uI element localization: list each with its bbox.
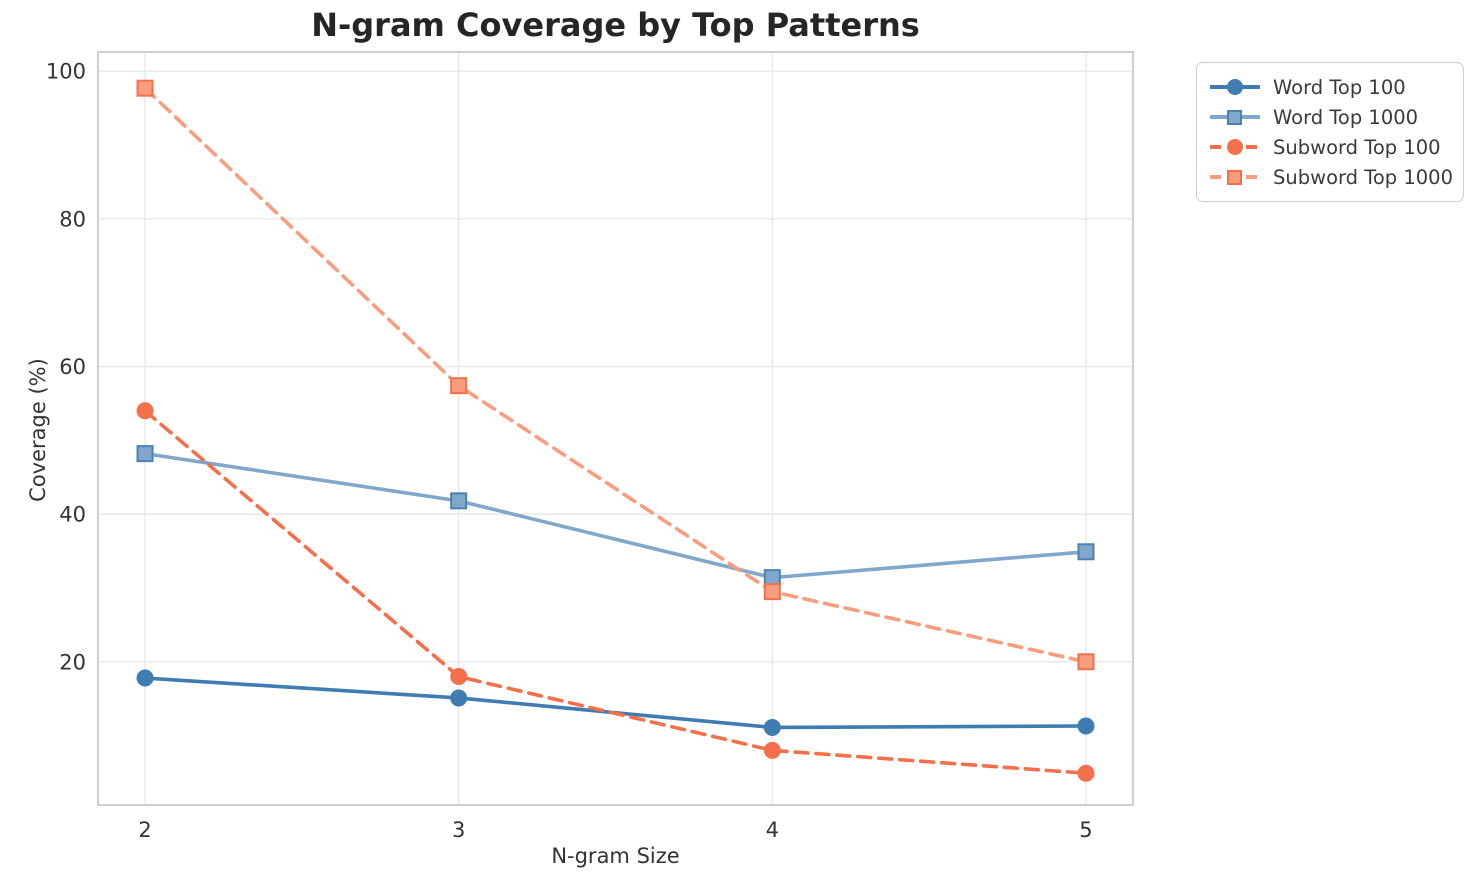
chart-title: N-gram Coverage by Top Patterns — [311, 6, 920, 44]
data-point-subword-top-100 — [763, 741, 781, 759]
data-point-subword-top-100 — [1077, 764, 1095, 782]
series-line-word-top-1000 — [143, 451, 1088, 580]
legend-swatch-subword-top-100 — [1210, 138, 1260, 156]
legend: Word Top 100 Word Top 1000 Subword Top 1… — [1196, 62, 1464, 202]
data-point-word-top-1000 — [136, 445, 154, 463]
x-tick-label: 3 — [452, 818, 465, 842]
y-tick-label: 80 — [59, 207, 86, 231]
legend-swatch-word-top-100 — [1210, 78, 1260, 96]
plot-border — [97, 51, 1134, 806]
legend-item-word-top-1000: Word Top 1000 — [1210, 102, 1450, 132]
data-point-word-top-100 — [136, 669, 154, 687]
x-tick-label: 2 — [138, 818, 151, 842]
series-line-subword-top-1000 — [143, 86, 1088, 664]
x-tick-label: 4 — [766, 818, 779, 842]
data-point-subword-top-1000 — [450, 377, 468, 395]
data-point-word-top-1000 — [450, 492, 468, 510]
legend-label: Subword Top 100 — [1273, 135, 1441, 159]
legend-item-subword-top-1000: Subword Top 1000 — [1210, 162, 1453, 192]
legend-marker-circle-icon — [1227, 79, 1243, 95]
legend-item-word-top-100: Word Top 100 — [1210, 72, 1450, 102]
x-axis-label: N-gram Size — [551, 844, 680, 868]
series-line-subword-top-100 — [143, 408, 1088, 776]
plot-background — [98, 52, 1133, 805]
y-tick-label: 60 — [59, 355, 86, 379]
legend-marker-square-icon — [1227, 170, 1242, 185]
legend-label: Word Top 100 — [1273, 75, 1406, 99]
legend-swatch-subword-top-1000 — [1210, 168, 1260, 186]
data-point-subword-top-100 — [136, 402, 154, 420]
data-point-word-top-1000 — [1077, 543, 1095, 561]
legend-swatch-word-top-1000 — [1210, 108, 1260, 126]
legend-item-subword-top-100: Subword Top 100 — [1210, 132, 1450, 162]
y-axis-label: Coverage (%) — [26, 358, 50, 502]
data-point-subword-top-1000 — [1077, 653, 1095, 671]
y-tick-label: 40 — [59, 503, 86, 527]
legend-label: Subword Top 1000 — [1273, 165, 1453, 189]
data-point-subword-top-100 — [450, 668, 468, 686]
data-point-word-top-100 — [450, 689, 468, 707]
x-tick-label: 5 — [1079, 818, 1092, 842]
legend-label: Word Top 1000 — [1273, 105, 1419, 129]
data-point-subword-top-1000 — [136, 79, 154, 97]
legend-marker-circle-icon — [1227, 139, 1243, 155]
data-point-subword-top-1000 — [763, 583, 781, 601]
legend-marker-square-icon — [1227, 110, 1242, 125]
data-point-word-top-1000 — [763, 569, 781, 587]
y-tick-label: 100 — [46, 60, 86, 84]
data-point-word-top-100 — [1077, 717, 1095, 735]
data-point-word-top-100 — [763, 718, 781, 736]
y-tick-label: 20 — [59, 650, 86, 674]
